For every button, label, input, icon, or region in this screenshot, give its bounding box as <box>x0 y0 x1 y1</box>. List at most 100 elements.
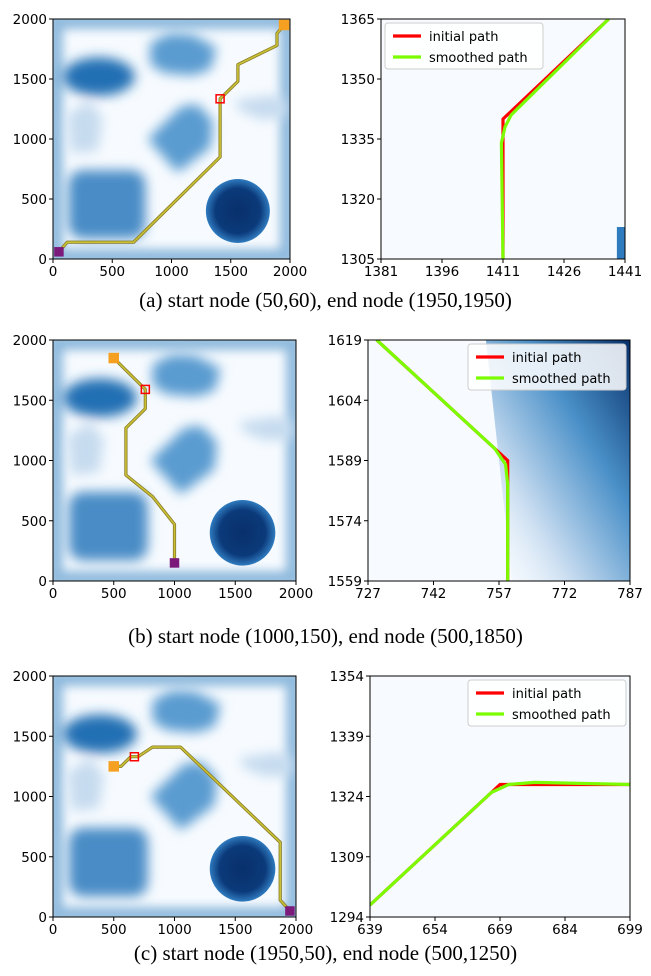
map0-small-obstacle <box>234 94 289 120</box>
zoom-panel-c: 639 654 669 684 699 1294 1309 1324 1339 1354 initi… <box>330 669 643 938</box>
map4-ellipse-obstacle <box>62 714 137 754</box>
zoom1-legend <box>384 22 544 70</box>
zoom3-legend-label: smoothed path <box>512 372 611 387</box>
map4-rect-obstacle <box>68 827 148 897</box>
map0-pentagon-obstacle <box>67 100 103 154</box>
map4-plot-area <box>53 676 296 917</box>
map4-path <box>113 746 291 912</box>
zoom3-ytick-label: 1619 <box>328 333 362 349</box>
zoom3-xtick-label: 727 <box>355 586 381 602</box>
map0-ytick-label: 1500 <box>13 72 47 88</box>
map4-ytick-label: 0 <box>38 910 47 926</box>
caption-a: (a) start node (50,60), end node (1950,1… <box>139 288 512 312</box>
map2-ytick-label: 1000 <box>13 454 47 470</box>
zoom1-xtick-label: 1441 <box>608 264 642 280</box>
zoom3-legend <box>467 343 627 391</box>
map2-circle-obstacle <box>209 499 276 566</box>
map0-marked-point <box>215 94 225 104</box>
map-panel-b: 0 500 1000 1500 2000 0 500 1000 1500 2000 <box>13 333 314 602</box>
zoom3-ytick-label: 1589 <box>328 454 362 470</box>
map2-marked-point <box>140 384 151 395</box>
zoom5-ytick-label: 1339 <box>330 729 364 745</box>
map0-xtick-label: 1000 <box>154 264 188 280</box>
map4-diamond-obstacle <box>150 761 217 831</box>
zoom3-ytick-label: 1604 <box>328 393 362 409</box>
map4-pentagon-obstacle <box>67 757 104 811</box>
map4-blob-obstacle <box>152 690 221 733</box>
zoom1-obstacle-corner <box>616 227 625 259</box>
map2-plot-area <box>53 340 296 581</box>
map0-ytick-label: 0 <box>38 252 47 268</box>
map2-xtick-label: 2000 <box>279 586 313 602</box>
map0-rect-obstacle <box>68 170 146 239</box>
map4-end-marker <box>108 761 119 772</box>
map4-obstacles <box>62 690 295 897</box>
map0-xtick-label: 1500 <box>214 264 248 280</box>
map2-xtick-label: 500 <box>101 586 127 602</box>
map0-ytick-label: 500 <box>21 192 47 208</box>
zoom1-xtick-label: 1426 <box>547 264 581 280</box>
map2-xtick-label: 0 <box>49 586 58 602</box>
map4-xtick-label: 2000 <box>279 922 313 938</box>
map4-xtick-label: 1500 <box>218 922 252 938</box>
map4-ytick-label: 2000 <box>13 669 47 685</box>
panel-a: 0 500 1000 1500 2000 0 500 1000 1500 2000 1381 139… <box>13 12 643 312</box>
zoom3-series-smoothed-path <box>375 340 510 581</box>
zoom3-xtick-label: 787 <box>617 586 643 602</box>
map2-xtick-label: 1500 <box>218 586 252 602</box>
map2-path <box>113 357 176 563</box>
map2-ytick-label: 0 <box>38 574 47 590</box>
map0-start-marker <box>54 247 64 257</box>
map2-end-marker <box>108 352 119 364</box>
zoom3-xtick-label: 757 <box>486 586 512 602</box>
zoom1-ytick-label: 1320 <box>341 192 375 208</box>
map0-xtick-label: 0 <box>49 264 58 280</box>
map0-ytick-label: 2000 <box>13 12 47 28</box>
zoom5-xtick-label: 639 <box>357 922 383 938</box>
map2-rect-obstacle <box>68 491 148 561</box>
zoom-panel-b: 727 742 757 772 787 1559 1574 1589 1604 1619 initi… <box>328 333 643 602</box>
zoom1-series-smoothed-path <box>499 19 610 259</box>
zoom5-ytick-label: 1324 <box>330 790 364 806</box>
zoom5-xtick-label: 669 <box>487 922 513 938</box>
map2-start-marker <box>169 558 180 568</box>
map4-ytick-label: 500 <box>21 850 47 866</box>
map0-ytick-label: 1000 <box>13 132 47 148</box>
zoom3-ytick-label: 1574 <box>328 514 362 530</box>
zoom3-xtick-label: 742 <box>421 586 447 602</box>
map-panel-a: 0 500 1000 1500 2000 0 500 1000 1500 2000 <box>13 12 308 280</box>
zoom5-xtick-label: 654 <box>422 922 448 938</box>
zoom1-ytick-label: 1305 <box>341 252 375 268</box>
map0-obstacles <box>62 33 289 239</box>
zoom5-xtick-label: 699 <box>617 922 643 938</box>
map4-small-obstacle <box>238 751 295 778</box>
zoom5-ytick-label: 1294 <box>330 910 364 926</box>
caption-b: (b) start node (1000,150), end node (500… <box>128 624 523 648</box>
zoom1-ytick-label: 1365 <box>341 12 375 28</box>
zoom3-ytick-label: 1559 <box>328 574 362 590</box>
map0-blob-obstacle <box>150 33 217 76</box>
zoom5-xtick-label: 684 <box>552 922 578 938</box>
zoom1-xtick-label: 1381 <box>364 264 398 280</box>
map4-xtick-label: 1000 <box>157 922 191 938</box>
map4-xtick-label: 0 <box>49 922 58 938</box>
map0-xtick-label: 500 <box>99 264 125 280</box>
zoom-panel-a: 1381 1396 1411 1426 1441 1305 1320 1335 1350 1365… <box>341 12 643 280</box>
map4-ytick-label: 1500 <box>13 729 47 745</box>
caption-c: (c) start node (1950,50), end node (500,… <box>134 941 517 965</box>
zoom1-legend-label: initial path <box>429 30 498 45</box>
zoom5-legend-label: smoothed path <box>512 708 611 723</box>
map2-border-walls <box>53 340 296 581</box>
map4-xtick-label: 500 <box>101 922 127 938</box>
map0-xtick-label: 2000 <box>273 264 307 280</box>
map0-circle-obstacle <box>205 179 270 243</box>
map4-circle-obstacle <box>209 835 276 902</box>
map2-ellipse-obstacle <box>62 378 137 418</box>
map2-small-obstacle <box>238 415 295 442</box>
zoom5-ytick-label: 1354 <box>330 669 364 685</box>
map0-ellipse-obstacle <box>62 57 135 96</box>
map0-diamond-obstacle <box>147 104 213 173</box>
